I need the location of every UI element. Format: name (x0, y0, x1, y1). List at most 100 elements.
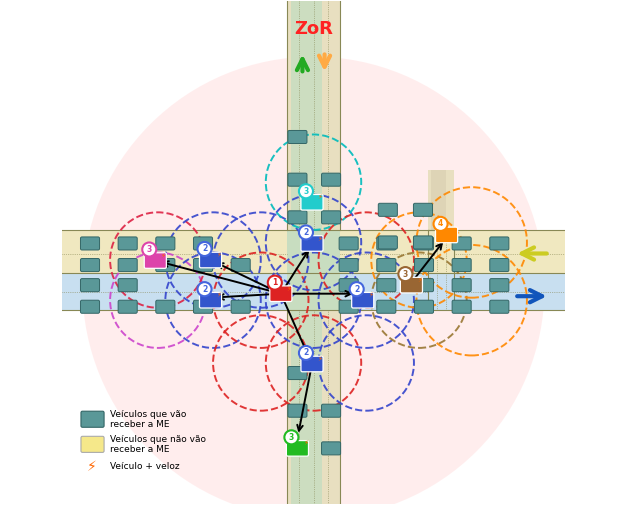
Circle shape (299, 346, 313, 360)
FancyBboxPatch shape (339, 259, 358, 272)
FancyBboxPatch shape (144, 252, 166, 268)
FancyBboxPatch shape (378, 204, 398, 216)
FancyBboxPatch shape (80, 279, 100, 292)
Circle shape (83, 57, 544, 505)
FancyBboxPatch shape (288, 404, 307, 417)
Text: ⚡: ⚡ (318, 235, 322, 241)
FancyBboxPatch shape (414, 279, 433, 292)
Bar (291, 2, 322, 503)
FancyBboxPatch shape (194, 300, 213, 313)
Bar (428, 170, 454, 310)
Text: 2: 2 (303, 348, 308, 358)
FancyBboxPatch shape (452, 279, 472, 292)
FancyBboxPatch shape (490, 259, 509, 272)
FancyBboxPatch shape (378, 236, 398, 249)
FancyBboxPatch shape (377, 300, 396, 313)
Circle shape (299, 225, 313, 239)
Text: ⚡: ⚡ (287, 286, 292, 292)
FancyBboxPatch shape (490, 279, 509, 292)
Text: ⚡: ⚡ (216, 292, 221, 298)
Circle shape (198, 282, 211, 296)
Text: ⚡: ⚡ (318, 194, 322, 200)
FancyBboxPatch shape (199, 252, 221, 268)
FancyBboxPatch shape (270, 286, 292, 301)
FancyBboxPatch shape (401, 277, 423, 293)
FancyBboxPatch shape (194, 237, 213, 250)
FancyBboxPatch shape (322, 173, 340, 186)
FancyBboxPatch shape (199, 292, 221, 308)
Text: 2: 2 (303, 228, 308, 237)
FancyBboxPatch shape (301, 236, 323, 251)
FancyBboxPatch shape (490, 300, 509, 313)
Circle shape (198, 242, 211, 256)
Text: Veículos que vão
receber a ME: Veículos que vão receber a ME (110, 410, 186, 429)
FancyBboxPatch shape (339, 237, 358, 250)
Text: 3: 3 (289, 433, 294, 442)
Bar (63, 273, 564, 310)
FancyBboxPatch shape (452, 300, 472, 313)
FancyBboxPatch shape (231, 259, 250, 272)
FancyBboxPatch shape (413, 236, 433, 249)
Circle shape (398, 267, 413, 281)
Text: 4: 4 (438, 219, 443, 228)
FancyBboxPatch shape (414, 237, 433, 250)
FancyBboxPatch shape (118, 259, 137, 272)
Text: Veículos que não vão
receber a ME: Veículos que não vão receber a ME (110, 435, 206, 454)
FancyBboxPatch shape (322, 211, 340, 224)
Circle shape (350, 282, 364, 296)
FancyBboxPatch shape (155, 300, 175, 313)
Circle shape (433, 217, 448, 231)
Bar (431, 170, 446, 310)
FancyBboxPatch shape (80, 237, 100, 250)
Text: ⚡: ⚡ (216, 252, 221, 258)
Text: 2: 2 (354, 285, 359, 294)
FancyBboxPatch shape (301, 356, 323, 372)
FancyBboxPatch shape (194, 259, 213, 272)
FancyBboxPatch shape (339, 279, 358, 292)
FancyBboxPatch shape (81, 436, 104, 452)
Text: 1: 1 (272, 278, 278, 287)
FancyBboxPatch shape (155, 259, 175, 272)
Text: ⚡: ⚡ (417, 277, 422, 283)
FancyBboxPatch shape (118, 279, 137, 292)
FancyBboxPatch shape (322, 404, 340, 417)
FancyBboxPatch shape (414, 300, 433, 313)
FancyBboxPatch shape (436, 227, 458, 243)
FancyBboxPatch shape (288, 130, 307, 143)
FancyBboxPatch shape (490, 237, 509, 250)
FancyBboxPatch shape (80, 259, 100, 272)
Text: ⚡: ⚡ (161, 252, 166, 259)
FancyBboxPatch shape (414, 259, 433, 272)
FancyBboxPatch shape (413, 204, 433, 216)
FancyBboxPatch shape (155, 237, 175, 250)
FancyBboxPatch shape (231, 300, 250, 313)
FancyBboxPatch shape (118, 300, 137, 313)
FancyBboxPatch shape (287, 440, 308, 456)
Text: 3: 3 (303, 187, 308, 196)
FancyBboxPatch shape (352, 292, 374, 308)
FancyBboxPatch shape (339, 300, 358, 313)
Text: Veículo + veloz: Veículo + veloz (110, 463, 180, 472)
Circle shape (268, 276, 282, 290)
Text: ⚡: ⚡ (303, 440, 308, 446)
Bar (63, 230, 564, 273)
Text: ⚡: ⚡ (318, 356, 322, 362)
Text: ZoR: ZoR (294, 20, 333, 38)
FancyBboxPatch shape (288, 211, 307, 224)
FancyBboxPatch shape (322, 442, 340, 455)
FancyBboxPatch shape (80, 300, 100, 313)
FancyBboxPatch shape (118, 237, 137, 250)
Bar (287, 230, 340, 310)
Circle shape (299, 184, 313, 198)
FancyBboxPatch shape (377, 259, 396, 272)
FancyBboxPatch shape (288, 442, 307, 455)
Text: 3: 3 (403, 270, 408, 279)
Circle shape (142, 242, 156, 257)
FancyBboxPatch shape (288, 173, 307, 186)
Text: ⚡: ⚡ (87, 460, 97, 474)
FancyBboxPatch shape (301, 194, 323, 210)
Text: 3: 3 (147, 245, 152, 254)
Text: 2: 2 (202, 285, 207, 294)
FancyBboxPatch shape (81, 411, 104, 427)
Text: 2: 2 (202, 244, 207, 254)
